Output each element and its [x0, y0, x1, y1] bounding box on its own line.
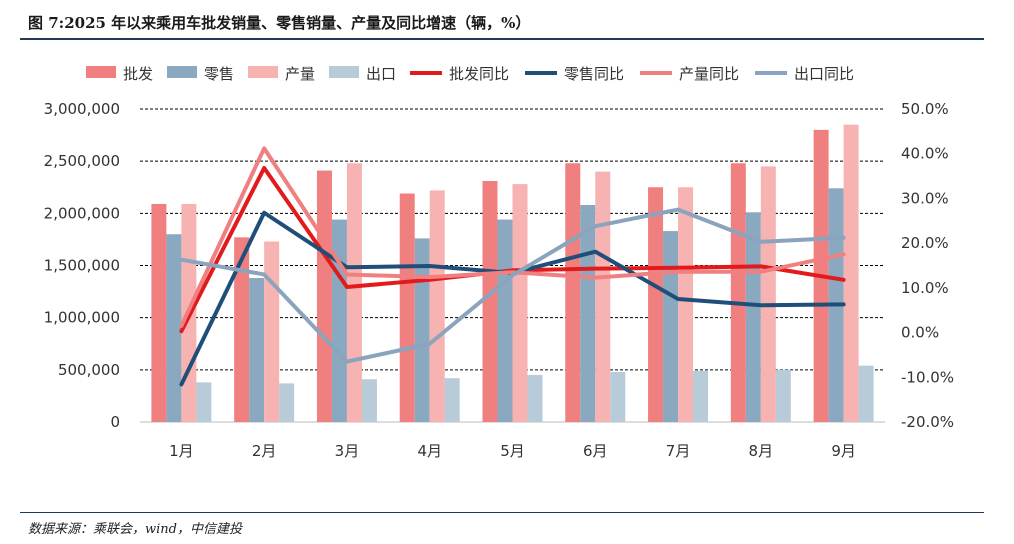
legend-label: 产量同比 — [679, 65, 739, 83]
legend-label: 零售同比 — [564, 65, 624, 83]
bar-1 — [730, 163, 746, 422]
bar-3 — [843, 124, 859, 423]
bar-4 — [858, 365, 874, 422]
bar-3 — [264, 241, 280, 422]
combo-chart: 0 500,000 1,000,000 1,500,000 2,000,000 2,500… — [44, 65, 954, 460]
legend-swatch — [329, 66, 359, 78]
line-series-3 — [179, 146, 846, 328]
bar-2 — [497, 219, 513, 422]
bar-2 — [166, 234, 182, 422]
legend-label: 出口 — [366, 65, 396, 83]
bar-4 — [196, 382, 212, 422]
bar-3 — [346, 163, 362, 422]
legend-label: 零售 — [204, 65, 234, 83]
bar-2 — [331, 219, 347, 422]
y-right-tick-label: 10.0% — [901, 279, 949, 297]
bar-1 — [234, 237, 250, 422]
y-left-tick-label: 0 — [110, 413, 120, 431]
y-right-tick-label: 20.0% — [901, 234, 949, 252]
y-left-tick-label: 1,000,000 — [44, 309, 120, 327]
bar-2 — [249, 278, 265, 422]
y-left-tick-label: 2,000,000 — [44, 204, 120, 222]
y-right-tick-label: 40.0% — [901, 145, 949, 163]
bar-1 — [648, 187, 664, 422]
bar-4 — [610, 371, 626, 422]
bar-2 — [414, 238, 430, 422]
bar-3 — [760, 166, 776, 422]
bar-4 — [444, 378, 460, 422]
bar-3 — [429, 190, 445, 422]
bar-1 — [482, 180, 498, 422]
y-right-tick-label: -20.0% — [901, 413, 954, 431]
line-series-4 — [179, 207, 846, 364]
legend-swatch — [167, 66, 197, 78]
x-tick-label: 5月 — [500, 442, 525, 460]
x-tick-label: 2月 — [252, 442, 277, 460]
y-right-tick-label: 30.0% — [901, 189, 949, 207]
x-tick-label: 3月 — [335, 442, 360, 460]
bar-2 — [663, 231, 679, 422]
legend-swatch — [248, 66, 278, 78]
y-left-tick-label: 2,500,000 — [44, 152, 120, 170]
y-right-tick-label: 0.0% — [901, 324, 939, 342]
top-rule — [20, 38, 984, 40]
bar-1 — [151, 203, 167, 422]
bar-2 — [745, 212, 761, 422]
bar-3 — [512, 184, 528, 422]
bar-4 — [527, 375, 543, 422]
chart-title: 图 7:2025 年以来乘用车批发销量、零售销量、产量及同比增速（辆，%） — [28, 14, 531, 32]
bar-4 — [775, 369, 791, 422]
bar-3 — [595, 171, 611, 422]
y-right-tick-label: 50.0% — [901, 100, 949, 118]
x-tick-label: 7月 — [666, 442, 691, 460]
legend-label: 出口同比 — [794, 65, 854, 83]
legend-label: 批发同比 — [449, 65, 509, 83]
y-left-tick-label: 3,000,000 — [44, 100, 120, 118]
bar-1 — [399, 193, 415, 422]
y-right-tick-label: -10.0% — [901, 368, 954, 386]
bar-3 — [678, 187, 694, 422]
bar-1 — [565, 163, 581, 422]
bottom-rule — [20, 512, 984, 513]
x-tick-label: 1月 — [169, 442, 194, 460]
y-left-tick-label: 1,500,000 — [44, 257, 120, 275]
x-tick-label: 4月 — [417, 442, 442, 460]
x-tick-label: 6月 — [583, 442, 608, 460]
x-tick-label: 8月 — [749, 442, 774, 460]
bar-4 — [693, 370, 709, 422]
bar-4 — [361, 379, 377, 422]
legend-swatch — [86, 66, 116, 78]
legend-label: 批发 — [123, 65, 153, 83]
bar-4 — [279, 383, 295, 422]
source-note: 数据来源：乘联会，wind，中信建投 — [28, 522, 242, 537]
bar-2 — [580, 204, 596, 422]
y-left-tick-label: 500,000 — [58, 361, 120, 379]
bar-1 — [316, 170, 332, 422]
legend-label: 产量 — [285, 65, 315, 83]
x-tick-label: 9月 — [831, 442, 856, 460]
